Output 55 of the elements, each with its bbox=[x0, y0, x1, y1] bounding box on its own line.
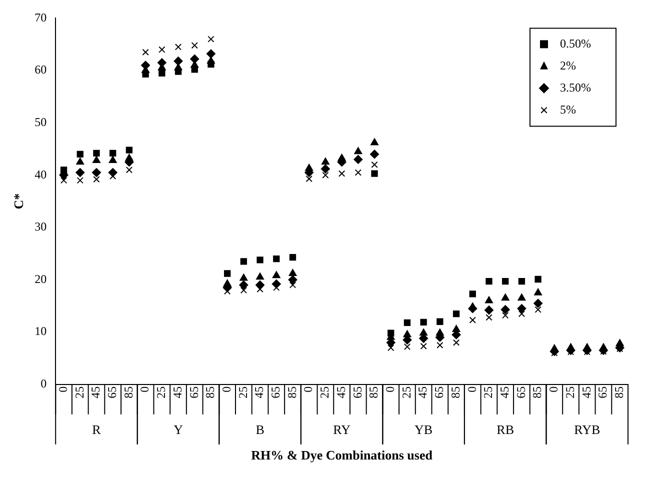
text: B bbox=[256, 422, 265, 437]
x-tick-label: 85 bbox=[530, 386, 544, 398]
x-tick-label: 65 bbox=[514, 386, 528, 398]
x-tick-label: 85 bbox=[203, 386, 218, 398]
text: RY bbox=[333, 422, 352, 437]
x-tick-label: 85 bbox=[612, 386, 626, 398]
x-tick-label: 45 bbox=[252, 386, 266, 398]
x-tick-label: 65 bbox=[268, 386, 283, 398]
x-tick-label: 65 bbox=[596, 386, 610, 398]
x-tick-label: 45 bbox=[334, 386, 348, 398]
x-tick-label: 25 bbox=[154, 386, 168, 398]
x-tick-label: 25 bbox=[481, 386, 496, 398]
x-tick-label: 25 bbox=[399, 386, 414, 398]
y-tick-label: 30 bbox=[34, 220, 47, 234]
x-tick-label: 45 bbox=[416, 386, 430, 398]
x-tick-label: 85 bbox=[448, 386, 462, 398]
y-tick-label: 10 bbox=[34, 324, 47, 338]
x-tick-label: 45 bbox=[170, 386, 184, 398]
legend-label: 5% bbox=[560, 102, 576, 116]
x-axis-title: RH% & Dye Combinations used bbox=[251, 448, 434, 463]
x-tick-label: 25 bbox=[318, 386, 332, 398]
y-tick-label: 60 bbox=[34, 62, 47, 77]
x-tick-label: 85 bbox=[284, 386, 299, 398]
text: Y bbox=[174, 422, 184, 437]
x-tick-label: 0 bbox=[464, 386, 479, 392]
legend-label: 2% bbox=[560, 58, 576, 72]
x-tick-label: 65 bbox=[350, 386, 364, 398]
x-tick-label: 25 bbox=[562, 386, 577, 398]
x-tick-label: 0 bbox=[301, 386, 316, 392]
y-axis-title: C* bbox=[11, 193, 26, 210]
x-tick-label: 25 bbox=[72, 386, 86, 398]
legend-label: 0.50% bbox=[560, 36, 591, 50]
y-tick-label: 40 bbox=[34, 167, 47, 182]
x-tick-label: 0 bbox=[219, 386, 234, 392]
x-tick-label: 65 bbox=[432, 386, 446, 398]
text: YB bbox=[414, 422, 433, 437]
x-tick-label: 45 bbox=[579, 386, 594, 398]
text: RB bbox=[496, 422, 514, 437]
x-tick-label: 85 bbox=[121, 386, 136, 398]
x-tick-label: 45 bbox=[88, 386, 103, 398]
text: RYB bbox=[574, 422, 600, 437]
x-tick-label: 65 bbox=[186, 386, 201, 398]
x-tick-label: 0 bbox=[383, 386, 398, 392]
y-tick-label: 50 bbox=[34, 114, 47, 129]
x-tick-label: 0 bbox=[546, 386, 561, 392]
y-tick-label: 20 bbox=[34, 272, 47, 286]
x-tick-label: 65 bbox=[104, 386, 119, 398]
x-tick-label: 25 bbox=[236, 386, 250, 398]
text: R bbox=[92, 422, 102, 437]
x-tick-label: 45 bbox=[498, 386, 512, 398]
y-tick-label: 70 bbox=[34, 10, 47, 24]
x-tick-label: 0 bbox=[56, 386, 70, 392]
x-tick-label: 85 bbox=[366, 386, 381, 398]
legend-label: 3.50% bbox=[560, 80, 591, 94]
x-tick-label: 0 bbox=[138, 386, 152, 392]
